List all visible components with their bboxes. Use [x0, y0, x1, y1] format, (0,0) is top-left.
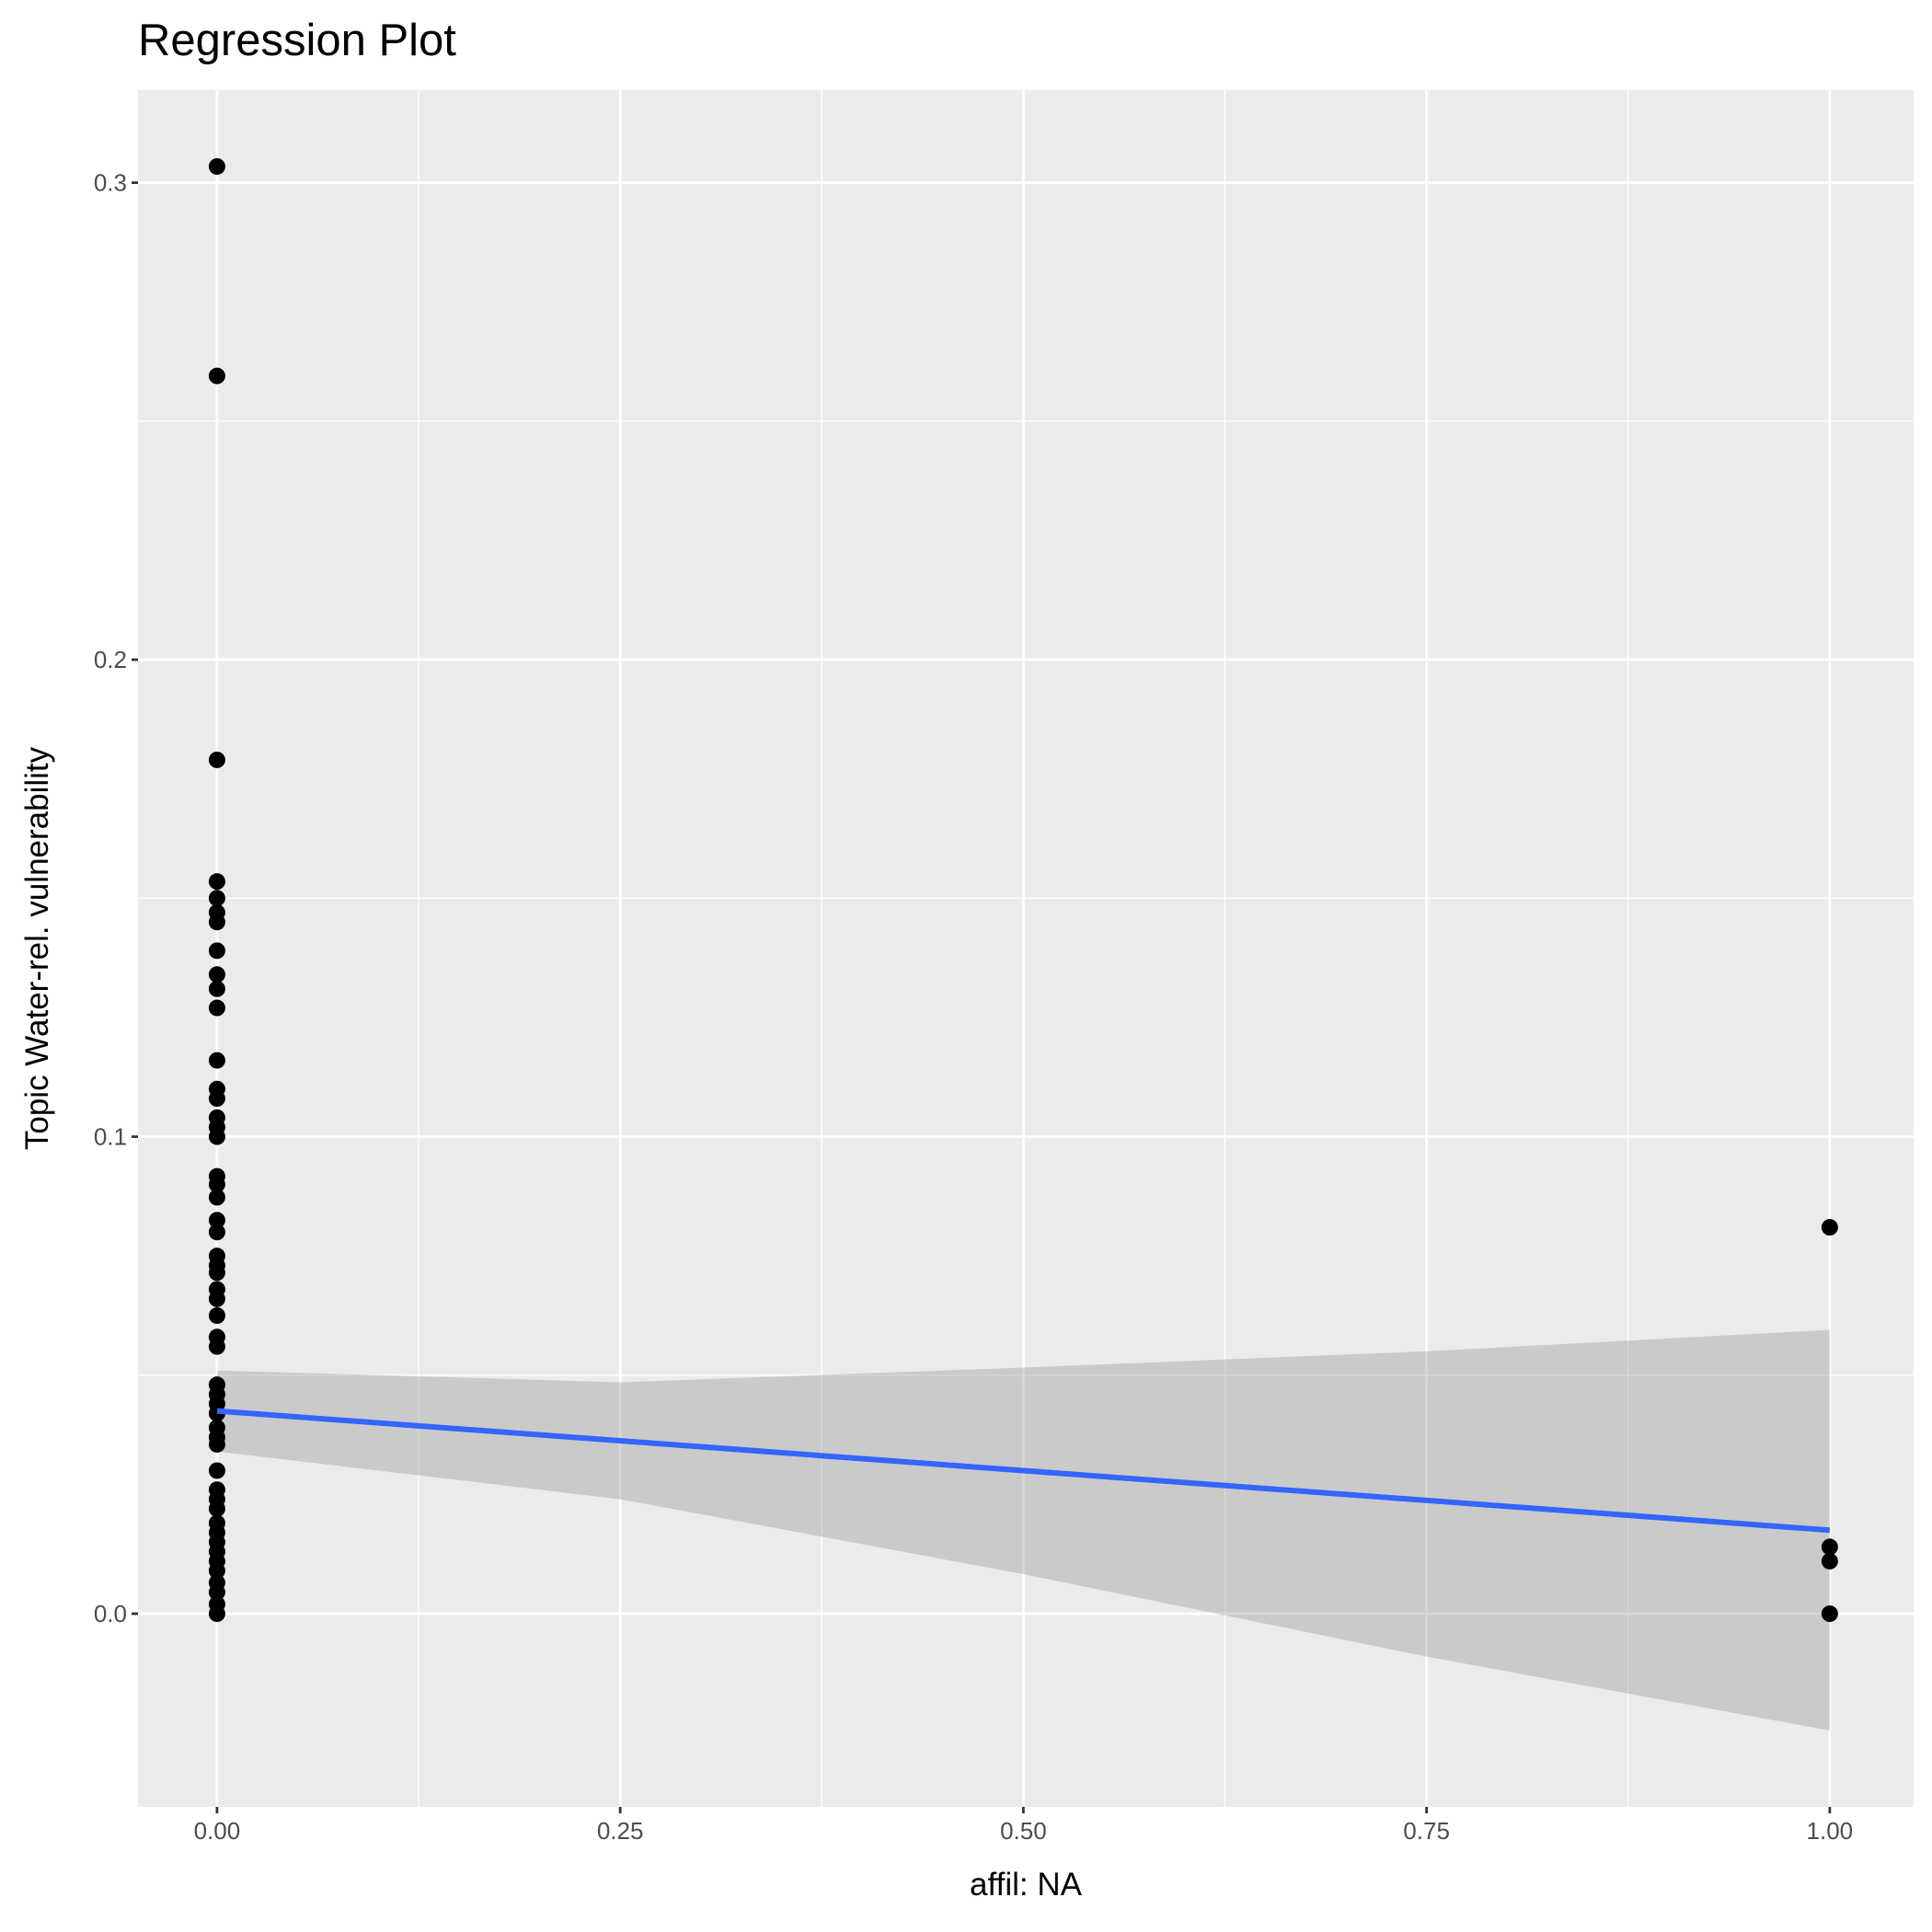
x-tick-label: 0.75 [1403, 1817, 1450, 1845]
data-point [208, 1500, 225, 1517]
data-point [208, 1290, 225, 1307]
data-point [208, 1224, 225, 1241]
y-tick-label: 0.0 [94, 1600, 127, 1627]
data-point [208, 966, 225, 983]
data-point [208, 1189, 225, 1206]
data-point [208, 914, 225, 931]
data-point [208, 1264, 225, 1282]
y-tick-label: 0.3 [94, 169, 127, 197]
data-point [208, 999, 225, 1017]
data-point [208, 1176, 225, 1193]
data-point [208, 157, 225, 175]
data-point [208, 1605, 225, 1623]
y-tick-label: 0.2 [94, 646, 127, 673]
data-point [208, 1583, 225, 1601]
x-tick-label: 0.00 [194, 1817, 241, 1845]
data-point [208, 1435, 225, 1453]
fit-line-group [216, 1408, 1831, 1534]
regression-line [216, 1408, 1831, 1534]
x-tick-label: 1.00 [1807, 1817, 1854, 1845]
y-tick-label: 0.1 [94, 1123, 127, 1151]
data-point [208, 1338, 225, 1355]
confidence-band [216, 1329, 1830, 1731]
points-group [208, 157, 1838, 1623]
data-point [208, 980, 225, 997]
data-point [208, 367, 225, 385]
data-point [208, 942, 225, 960]
data-point [1821, 1605, 1838, 1623]
data-point [208, 1128, 225, 1145]
x-tick-label: 0.25 [597, 1817, 644, 1845]
axes: 0.00 0.25 0.50 0.75 1.00 0.0 0.1 0.2 0.3 [94, 169, 1853, 1845]
data-point [1821, 1219, 1838, 1236]
data-point [208, 1090, 225, 1108]
plot-panel [138, 90, 1914, 1807]
data-point [1821, 1552, 1838, 1570]
data-point [1821, 1538, 1838, 1556]
data-point [208, 890, 225, 907]
data-point [208, 1306, 225, 1324]
data-point [208, 751, 225, 768]
data-point [208, 1052, 225, 1069]
data-point [208, 1462, 225, 1479]
y-axis-label: Topic Water-rel. vulnerability [19, 746, 55, 1150]
x-axis-label: affil: NA [970, 1867, 1083, 1903]
data-point [208, 1212, 225, 1229]
data-point [208, 873, 225, 891]
chart-title: Regression Plot [138, 16, 456, 65]
confidence-band-group [216, 1329, 1830, 1731]
x-tick-label: 0.50 [1000, 1817, 1047, 1845]
data-point [208, 1562, 225, 1580]
